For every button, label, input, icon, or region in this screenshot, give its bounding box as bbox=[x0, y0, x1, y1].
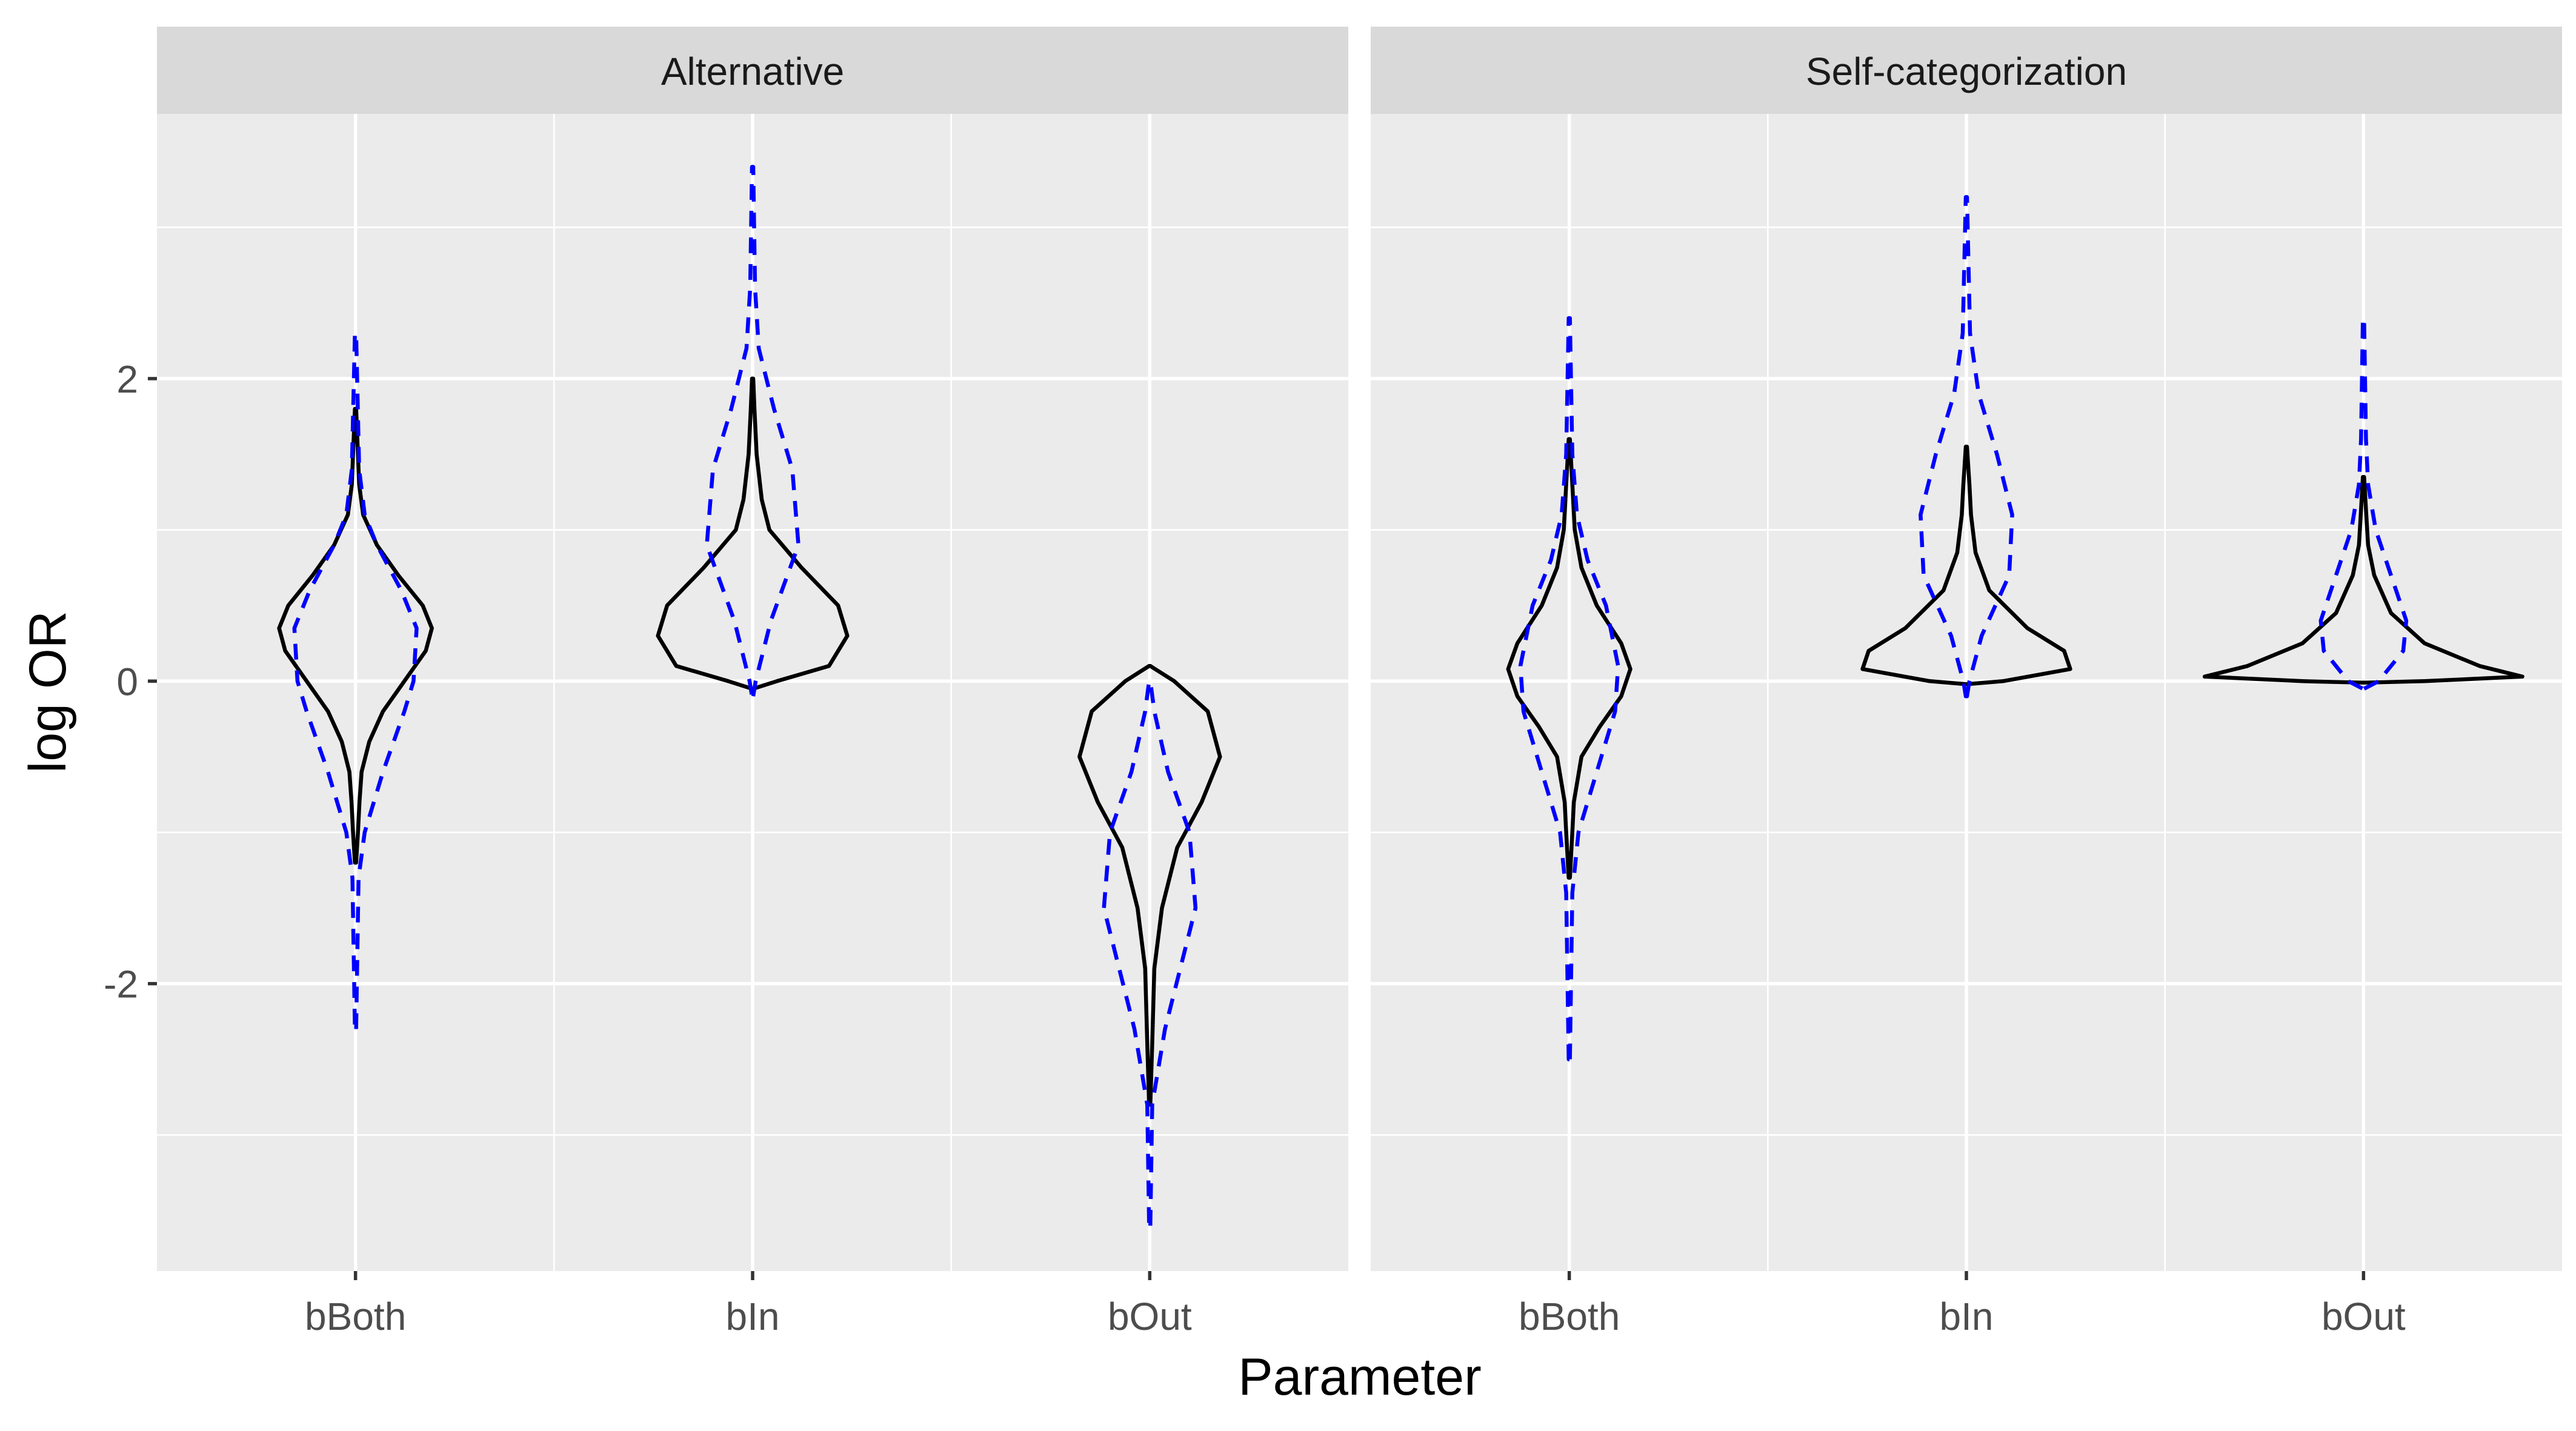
x-axis: bBoth bIn bOut bBoth bIn bOut bbox=[305, 1271, 2406, 1338]
violins bbox=[1506, 195, 2524, 1061]
x-tick-label: bIn bbox=[1940, 1295, 1994, 1338]
violin-solid-bBoth bbox=[1506, 437, 1632, 880]
panel-self-categorization: Self-categorization bbox=[1371, 27, 2562, 1271]
panel-alternative: Alternative bbox=[157, 27, 1348, 1271]
x-tick-label: bOut bbox=[2321, 1295, 2406, 1338]
x-axis-title: Parameter bbox=[1238, 1348, 1482, 1406]
x-tick-label: bIn bbox=[726, 1295, 780, 1338]
x-tick-label: bOut bbox=[1108, 1295, 1192, 1338]
violin-dashed-bOut bbox=[1102, 679, 1198, 1228]
violin-dashed-bBoth bbox=[1518, 316, 1620, 1061]
y-tick-label: 2 bbox=[116, 357, 138, 401]
violin-dashed-bIn bbox=[1919, 195, 2014, 699]
violin-dashed-bBoth bbox=[292, 331, 419, 1031]
x-tick-label: bBoth bbox=[1519, 1295, 1620, 1338]
y-tick-label: -2 bbox=[104, 963, 138, 1006]
x-tick-label: bBoth bbox=[305, 1295, 406, 1338]
violin-solid-bIn bbox=[1860, 445, 2072, 686]
violin-solid-bIn bbox=[656, 376, 850, 691]
strip-background bbox=[157, 27, 1348, 114]
violin-solid-bOut bbox=[1077, 664, 1222, 1107]
violin-solid-bOut bbox=[2202, 474, 2524, 685]
violin-dashed-bIn bbox=[705, 165, 800, 699]
violins bbox=[277, 165, 1222, 1228]
strip-background bbox=[1371, 27, 2562, 114]
violin-solid-bBoth bbox=[277, 407, 434, 865]
violin-dashed-bOut bbox=[2318, 316, 2409, 691]
strip-title: Alternative bbox=[661, 50, 844, 93]
strip-title: Self-categorization bbox=[1806, 50, 2127, 93]
y-axis-title: log OR bbox=[19, 611, 77, 773]
y-tick-label: 0 bbox=[116, 660, 138, 703]
y-axis: -2 0 2 bbox=[104, 357, 157, 1006]
